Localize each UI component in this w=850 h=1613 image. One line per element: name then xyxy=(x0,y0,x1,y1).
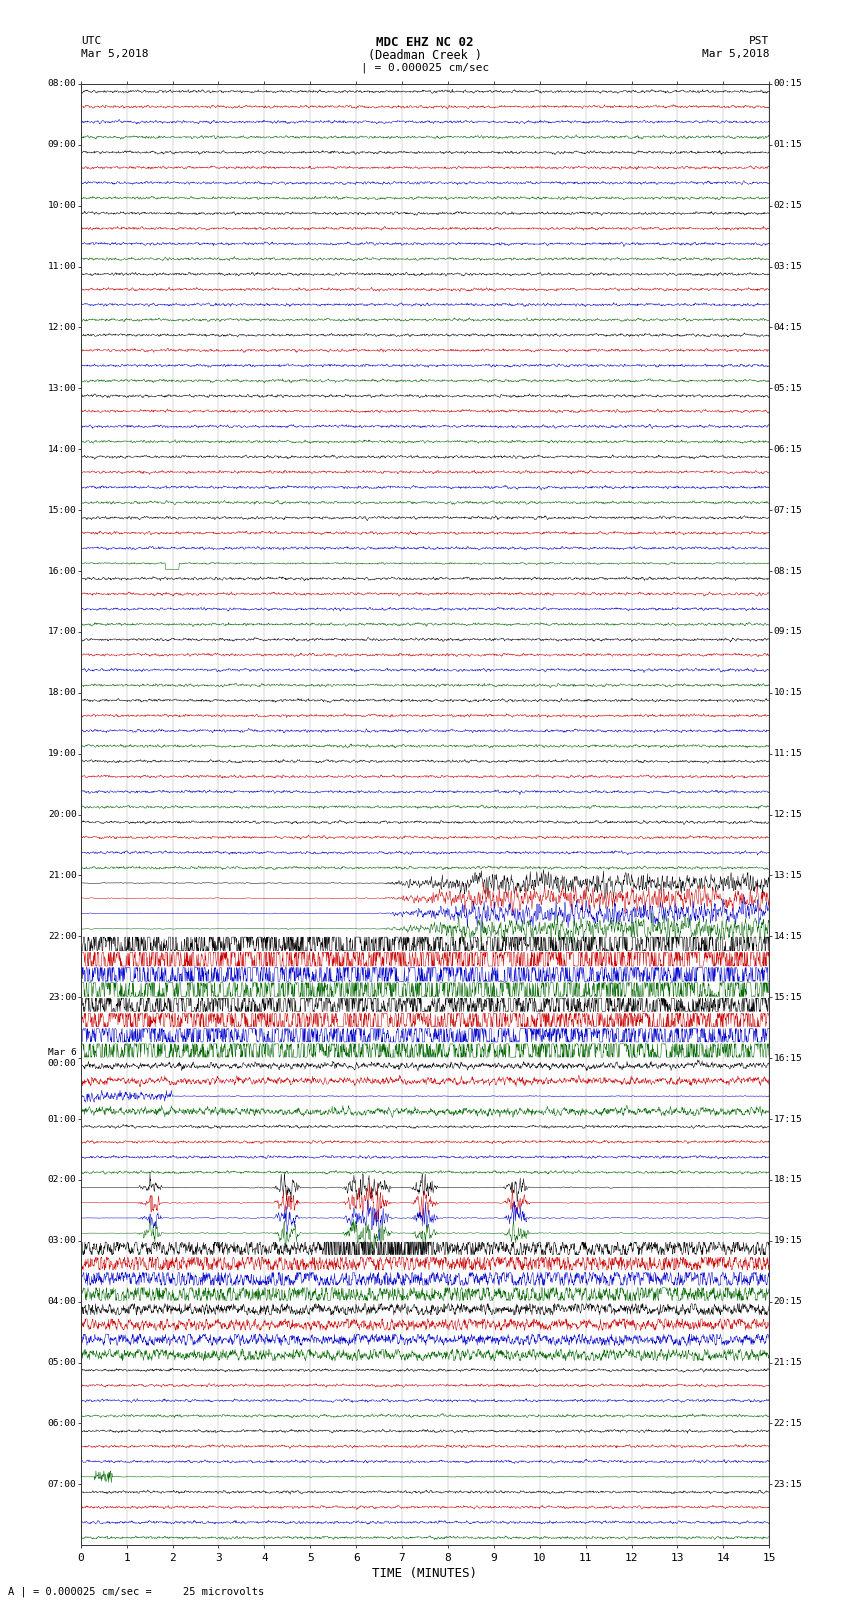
Text: PST: PST xyxy=(749,37,769,47)
Text: MDC EHZ NC 02: MDC EHZ NC 02 xyxy=(377,37,473,50)
Text: (Deadman Creek ): (Deadman Creek ) xyxy=(368,50,482,63)
Text: | = 0.000025 cm/sec: | = 0.000025 cm/sec xyxy=(361,63,489,73)
Text: UTC: UTC xyxy=(81,37,101,47)
Text: A | = 0.000025 cm/sec =     25 microvolts: A | = 0.000025 cm/sec = 25 microvolts xyxy=(8,1586,264,1597)
Text: Mar 5,2018: Mar 5,2018 xyxy=(81,50,148,60)
X-axis label: TIME (MINUTES): TIME (MINUTES) xyxy=(372,1568,478,1581)
Text: Mar 5,2018: Mar 5,2018 xyxy=(702,50,769,60)
